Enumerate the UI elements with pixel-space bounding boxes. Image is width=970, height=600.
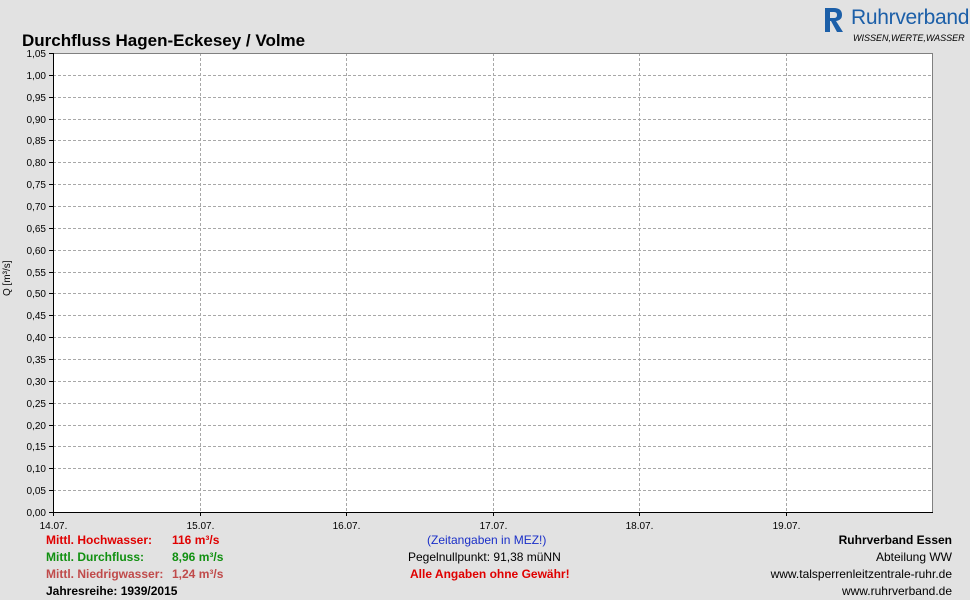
org-abteilung: Abteilung WW (875, 550, 952, 564)
link-ruhrverband[interactable]: www.ruhrverband.de (841, 584, 952, 598)
ruhrverband-logo-icon (825, 8, 843, 32)
y-tick-label: 0,70 (27, 202, 47, 213)
durchfluss-value: 8,96 m³/s (172, 550, 224, 564)
y-tick-labels: 0,00 0,05 0,10 0,15 0,20 0,25 0,30 0,35 0,40 0,45… (27, 49, 47, 519)
zeitangaben-note: (Zeitangaben in MEZ!) (427, 533, 547, 547)
logo-name: Ruhrverband (851, 6, 970, 29)
org-name: Ruhrverband Essen (839, 533, 952, 548)
y-tick-label: 0,00 (27, 508, 47, 519)
hochwasser-label: Mittl. Hochwasser: (46, 533, 153, 547)
grid-lines (53, 53, 932, 512)
y-tick-label: 0,35 (27, 355, 47, 366)
y-tick-label: 0,20 (27, 421, 47, 432)
y-tick-label: 0,55 (27, 268, 47, 279)
ruhrverband-logo[interactable]: Ruhrverband WISSEN,WERTE,WASSER (822, 6, 969, 46)
niedrigwasser-label: Mittl. Niedrigwasser: (46, 567, 164, 581)
y-tick-label: 0,15 (27, 442, 47, 453)
y-tick-label: 0,50 (27, 289, 47, 300)
x-tick-label: 14.07. (40, 521, 68, 532)
y-tick-label: 1,05 (27, 49, 47, 60)
stat-durchfluss: Mittl. Durchfluss: 8,96 m³/s (46, 550, 223, 565)
chart-title: Durchfluss Hagen-Eckesey / Volme (22, 31, 306, 50)
gewaehr-note: Alle Angaben ohne Gewähr! (410, 567, 570, 582)
y-tick-label: 0,75 (27, 180, 47, 191)
stat-hochwasser: Mittl. Hochwasser: 116 m³/s (46, 533, 219, 548)
x-tick-label: 19.07. (773, 521, 801, 532)
y-tick-label: 0,65 (27, 224, 47, 235)
jahresreihe-text: Jahresreihe: 1939/2015 (46, 584, 178, 598)
y-tick-label: 0,80 (27, 158, 47, 169)
pegelnullpunkt: Pegelnullpunkt: 91,38 müNN (408, 550, 561, 564)
link-talsperrenleitzentrale[interactable]: www.talsperrenleitzentrale-ruhr.de (770, 567, 952, 581)
y-tick-label: 0,45 (27, 311, 47, 322)
y-tick-label: 0,60 (27, 246, 47, 257)
niedrigwasser-value: 1,24 m³/s (172, 567, 224, 581)
hochwasser-value: 116 m³/s (172, 533, 220, 547)
x-tick-label: 16.07. (333, 521, 361, 532)
x-tick-labels: 14.07. 15.07. 16.07. 17.07. 18.07. 19.07. (40, 521, 801, 532)
y-tick-label: 0,25 (27, 399, 47, 410)
x-tick-label: 17.07. (480, 521, 508, 532)
x-tick-label: 18.07. (626, 521, 654, 532)
y-tick-label: 0,90 (27, 115, 47, 126)
logo-tagline: WISSEN,WERTE,WASSER (853, 33, 965, 43)
y-tick-label: 0,10 (27, 464, 47, 475)
y-tick-label: 0,05 (27, 486, 47, 497)
jahresreihe: Jahresreihe: 1939/2015 (46, 584, 177, 599)
y-tick-label: 0,95 (27, 93, 47, 104)
y-tick-label: 0,30 (27, 377, 47, 388)
org-name-text: Ruhrverband Essen (838, 533, 952, 547)
x-tick-label: 15.07. (187, 521, 215, 532)
stat-niedrigwasser: Mittl. Niedrigwasser: 1,24 m³/s (46, 567, 223, 582)
durchfluss-label: Mittl. Durchfluss: (46, 550, 144, 564)
y-tick-label: 0,40 (27, 333, 47, 344)
axes (49, 53, 933, 516)
y-tick-label: 1,00 (27, 71, 47, 82)
plot-background (53, 53, 932, 512)
gewaehr-text: Alle Angaben ohne Gewähr! (410, 567, 570, 581)
y-tick-label: 0,85 (27, 136, 47, 147)
